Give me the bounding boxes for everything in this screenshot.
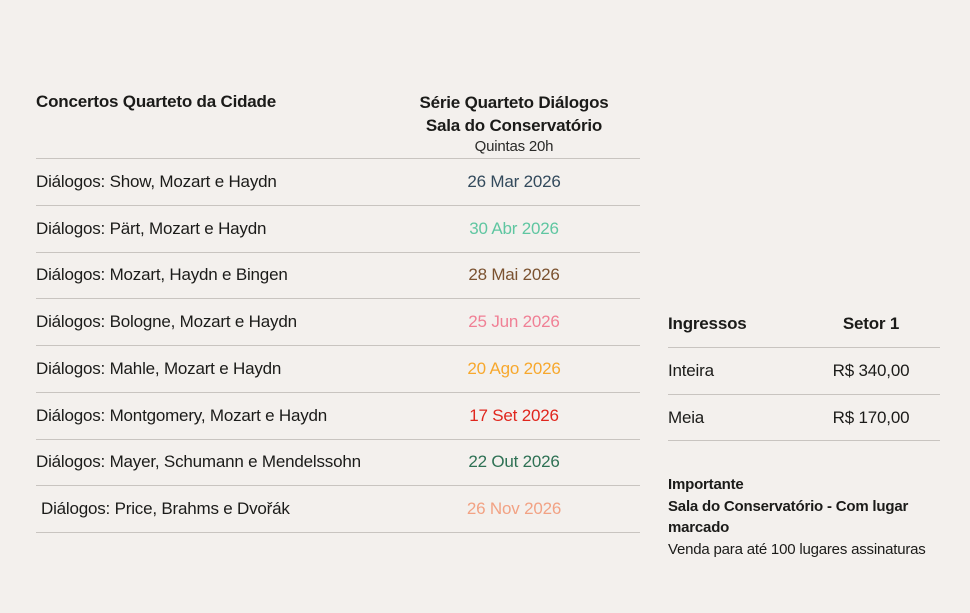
concert-date: 20 Ago 2026: [467, 358, 561, 378]
concert-title: Diálogos: Mahle, Mozart e Haydn: [36, 358, 282, 378]
concert-title: Diálogos: Bologne, Mozart e Haydn: [36, 312, 297, 332]
concert-row: Diálogos: Mahle, Mozart e Haydn 20 Ago 2…: [36, 345, 640, 392]
schedule-header: Concertos Quarteto da Cidade Série Quart…: [36, 91, 640, 158]
tickets-table: Ingressos Setor 1 Inteira R$ 340,00 Meia…: [668, 300, 940, 442]
concert-title: Diálogos: Show, Mozart e Haydn: [36, 171, 277, 191]
notes-heading: Importante: [668, 476, 744, 493]
tickets-rows: Inteira R$ 340,00 Meia R$ 170,00: [668, 347, 940, 442]
concert-row: Diálogos: Mozart, Haydn e Bingen 28 Mai …: [36, 251, 640, 299]
concert-date: 25 Jun 2026: [468, 312, 560, 332]
ticket-row: Inteira R$ 340,00: [668, 347, 940, 394]
concert-row: Diálogos: Montgomery, Mozart e Haydn 17 …: [36, 391, 640, 439]
schedule-title: Concertos Quarteto da Cidade: [36, 92, 276, 111]
ticket-type: Inteira: [668, 360, 714, 380]
ticket-row: Meia R$ 170,00: [668, 393, 940, 441]
tickets-header: Ingressos Setor 1: [668, 300, 940, 347]
ticket-price: R$ 340,00: [832, 360, 910, 380]
concert-title: Diálogos: Mayer, Schumann e Mendelssohn: [36, 452, 361, 472]
concert-title: Diálogos: Mozart, Haydn e Bingen: [36, 265, 288, 285]
series-name: Série Quarteto Diálogos: [419, 93, 609, 112]
tickets-title: Ingressos: [668, 313, 747, 333]
schedule-rows: Diálogos: Show, Mozart e Haydn 26 Mar 20…: [36, 158, 640, 533]
concert-title: Diálogos: Montgomery, Mozart e Haydn: [36, 405, 328, 425]
concert-date: 30 Abr 2026: [469, 218, 559, 238]
tickets-sector-label: Setor 1: [842, 313, 900, 333]
concert-row: Diálogos: Show, Mozart e Haydn 26 Mar 20…: [36, 158, 640, 205]
ticket-price: R$ 170,00: [832, 407, 910, 427]
concert-schedule-table: Concertos Quarteto da Cidade Série Quart…: [36, 91, 640, 533]
notes-capacity: Venda para até 100 lugares assinaturas: [668, 540, 926, 558]
concert-row: Diálogos: Price, Brahms e Dvořák 26 Nov …: [36, 485, 640, 532]
concert-date: 22 Out 2026: [468, 452, 560, 472]
series-venue: Sala do Conservatório: [425, 116, 603, 135]
concert-title: Diálogos: Pärt, Mozart e Haydn: [36, 218, 267, 238]
concert-date: 26 Nov 2026: [466, 499, 562, 519]
notes-seating: Sala do Conservatório - Com lugar marcad…: [668, 497, 909, 537]
concert-date: 26 Mar 2026: [467, 171, 561, 191]
ticket-type: Meia: [668, 407, 705, 427]
concert-date: 17 Set 2026: [469, 405, 559, 425]
concert-date: 28 Mai 2026: [468, 265, 560, 285]
series-info: Série Quarteto Diálogos Sala do Conserva…: [388, 91, 640, 157]
series-time: Quintas 20h: [474, 138, 554, 155]
concert-row: Diálogos: Mayer, Schumann e Mendelssohn …: [36, 438, 640, 486]
concert-row: Diálogos: Pärt, Mozart e Haydn 30 Abr 20…: [36, 204, 640, 252]
concert-title: Diálogos: Price, Brahms e Dvořák: [41, 499, 290, 519]
concert-row: Diálogos: Bologne, Mozart e Haydn 25 Jun…: [36, 298, 640, 345]
important-notes: Importante Sala do Conservatório - Com l…: [668, 474, 958, 560]
